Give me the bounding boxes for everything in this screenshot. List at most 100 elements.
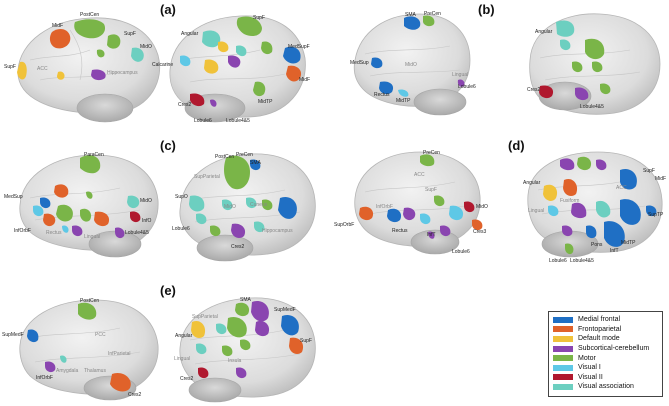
label-supf-2: SupF <box>4 64 16 70</box>
label-lobule6-b: Lobule6 <box>458 84 476 90</box>
legend-item-frontoparietal: Frontoparietal <box>553 325 658 335</box>
label-inft-d2: InfT <box>610 248 619 254</box>
panel-label-b: (b) <box>478 2 495 17</box>
label-medsup-b: MedSup <box>350 60 369 66</box>
legend-label: Frontoparietal <box>578 325 622 333</box>
brain-b-right <box>529 13 661 115</box>
label-cres2: Cres2 <box>178 102 192 108</box>
label-medsup-c: MedSup <box>4 194 23 200</box>
legend-swatch <box>553 316 573 323</box>
label-lingual-d: Lingual <box>528 208 544 214</box>
legend-label: Visual association <box>578 383 634 391</box>
label-cres3: Cres3 <box>473 229 487 235</box>
legend-item-visual-association: Visual association <box>553 382 658 392</box>
legend-label: Visual I <box>578 364 601 372</box>
label-supmedf: SupMedF <box>2 332 24 338</box>
label-info: InfO <box>142 218 152 224</box>
label-supo: SupO <box>175 194 188 200</box>
brain-d-left <box>354 151 483 255</box>
label-supparietal-e: SupParietal <box>192 314 218 320</box>
legend-item-medial-frontal: Medial frontal <box>553 315 658 325</box>
brain-c-left <box>19 154 159 258</box>
label-mido-b: MidO <box>405 62 417 68</box>
label-mido-d: MidO <box>476 204 488 210</box>
legend-item-visual-2: Visual II <box>553 373 658 383</box>
label-insula: Insula <box>228 358 242 364</box>
label-lobule45-b: Lobule4&5 <box>580 104 604 110</box>
label-inforbf: InfOrbF <box>14 228 31 234</box>
label-precen: PreCen <box>424 11 441 17</box>
network-legend: Medial frontal Frontoparietal Default mo… <box>548 311 663 397</box>
legend-item-visual-1: Visual I <box>553 363 658 373</box>
label-angular-e: Angular <box>175 333 193 339</box>
legend-label: Medial frontal <box>578 316 621 324</box>
legend-swatch <box>553 374 573 381</box>
label-lobule6-d: Lobule6 <box>452 249 470 255</box>
label-mido-c2: MidO <box>224 204 236 210</box>
label-supparietal: SupParietal <box>194 174 220 180</box>
label-medsupf: MedSupF <box>288 44 310 50</box>
legend-item-motor: Motor <box>553 353 658 363</box>
label-precen-d: PreCen <box>423 150 440 156</box>
label-angular-b: Angular <box>535 29 553 35</box>
label-infparietal: InfParietal <box>108 351 131 357</box>
label-acc: ACC <box>37 66 48 72</box>
label-postcen-c: PostCen <box>215 154 234 160</box>
legend-item-default-mode: Default mode <box>553 334 658 344</box>
label-mcc: ACC <box>414 172 425 178</box>
label-lingual-e: Lingual <box>174 356 190 362</box>
label-lobule45-d2: Lobule4&5 <box>570 258 594 264</box>
label-lobule6: Lobule6 <box>194 118 212 124</box>
label-amygdala: Amygdala <box>56 368 78 374</box>
label-supf-d: SupF <box>425 187 437 193</box>
label-cres2-c: Cres2 <box>231 244 245 250</box>
label-rectus: Rectus <box>374 92 390 98</box>
legend-label: Visual II <box>578 373 603 381</box>
label-hippocampus-c: Hippocampus <box>262 228 293 234</box>
label-midf-d2: MidF <box>655 176 666 182</box>
label-cres2-b: Cres2 <box>527 87 541 93</box>
label-pcc: PCC <box>95 332 106 338</box>
label-mido-c: MidO <box>140 198 152 204</box>
panel-label-a: (a) <box>160 2 176 17</box>
panel-label-d: (d) <box>508 138 525 153</box>
label-supf-e: SupF <box>300 338 312 344</box>
label-inforbf-e: InfOrbF <box>36 375 53 381</box>
label-midf: MidF <box>52 23 63 29</box>
legend-label: Subcortical-cerebellum <box>578 345 650 353</box>
label-acc-d: ACC <box>616 185 627 191</box>
label-supf-d2: SupF <box>643 168 655 174</box>
panel-label-c: (c) <box>160 138 176 153</box>
label-precen-c: PreCen <box>236 152 253 158</box>
label-paracen: ParaCen <box>84 152 104 158</box>
label-midtp-d: MidTP <box>621 240 636 246</box>
label-midtp-b: MidTP <box>396 98 411 104</box>
label-cres2-e2: Cres2 <box>180 376 194 382</box>
brain-e-right <box>179 297 316 403</box>
label-suptp: SupTP <box>648 212 664 218</box>
legend-swatch <box>553 326 573 333</box>
label-lobule6-d2: Lobule6 <box>549 258 567 264</box>
brain-a-left <box>17 17 161 123</box>
label-calcarine: Calcarine <box>152 62 173 68</box>
label-cuneus: Cuneus <box>250 202 268 208</box>
legend-swatch <box>553 335 573 342</box>
label-postcen: PostCen <box>80 12 99 18</box>
legend-item-subcortical-cerebellum: Subcortical-cerebellum <box>553 344 658 354</box>
label-supmedf-e: SupMedF <box>274 307 296 313</box>
brain-a-right <box>169 15 306 123</box>
legend-swatch <box>553 355 573 362</box>
label-inft-d: InfT <box>427 232 436 238</box>
label-lobule6-c: Lobule6 <box>172 226 190 232</box>
legend-label: Motor <box>578 354 596 362</box>
label-suporbf-faint: InfOrbF <box>376 204 393 210</box>
label-lingual-c: Lingual <box>84 234 100 240</box>
brain-e-left <box>19 299 159 401</box>
label-supf-3: SupF <box>253 15 265 21</box>
label-lobule45: Lobule4&5 <box>226 118 250 124</box>
label-lobule45-c: Lobule4&5 <box>125 230 149 236</box>
label-angular: Angular <box>181 31 199 37</box>
label-cres2-e: Cres2 <box>128 392 142 398</box>
label-suporbf: SupOrbF <box>334 222 354 228</box>
